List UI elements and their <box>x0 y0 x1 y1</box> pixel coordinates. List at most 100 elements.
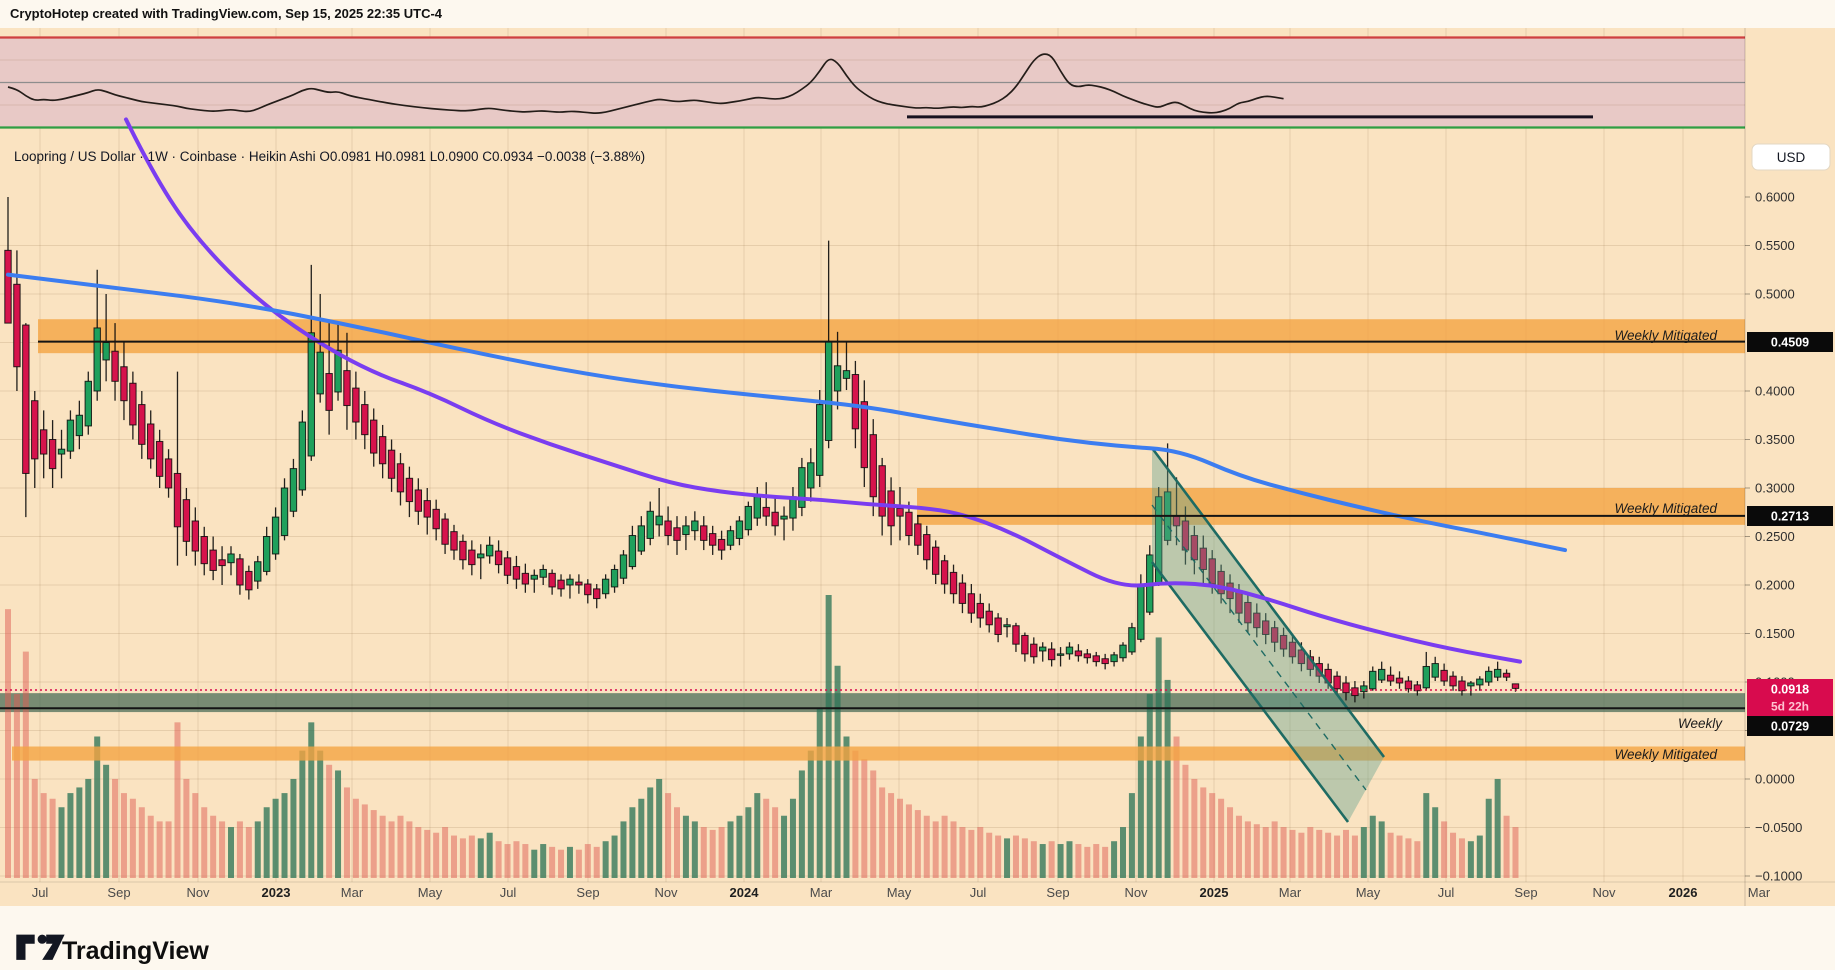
price-axis-label: 0.2500 <box>1755 529 1795 544</box>
candle-body <box>878 465 886 517</box>
volume-bar <box>433 832 440 878</box>
candle-body <box>414 489 423 512</box>
volume-bar <box>879 787 886 878</box>
candle-body <box>1458 680 1466 692</box>
volume-bar <box>317 750 324 878</box>
volume-bar <box>647 787 654 878</box>
candle-body <box>673 527 681 541</box>
volume-bar <box>638 798 645 878</box>
currency-button[interactable]: USD <box>1751 143 1831 171</box>
candle-body <box>512 566 521 580</box>
candle-body <box>182 499 191 542</box>
zone-mitigated-low[interactable] <box>12 746 1745 761</box>
volume-bar <box>843 736 850 878</box>
volume-bar <box>1004 838 1011 878</box>
candle-body <box>1511 683 1520 689</box>
candle-body <box>262 536 271 572</box>
time-axis[interactable]: Jul Sep Nov 2023 Mar May Jul Sep Nov 2024 Mar May Ju… <box>32 885 1771 900</box>
candle-body <box>869 434 877 498</box>
volume-bar <box>682 815 689 878</box>
volume-bar <box>254 821 261 878</box>
symbol-legend[interactable]: Loopring / US Dollar · 1W · Coinbase · H… <box>14 149 645 164</box>
candle-body <box>1119 644 1127 659</box>
zone-supply-high[interactable] <box>38 319 1745 354</box>
volume-bar <box>1414 841 1421 878</box>
tradingview-logo[interactable]: TradingView <box>16 934 209 965</box>
svg-text:0.4509: 0.4509 <box>1771 336 1809 350</box>
candle-body <box>735 520 744 539</box>
volume-bar <box>442 827 449 878</box>
candle-body <box>816 404 824 476</box>
volume-bar <box>31 778 38 878</box>
channel-upper-line[interactable] <box>1150 447 1386 758</box>
volume-bar <box>584 844 591 878</box>
volume-bar <box>219 821 226 878</box>
candle-body <box>1440 669 1448 682</box>
candle-body <box>664 520 672 537</box>
candle-body <box>807 462 815 489</box>
volume-bar <box>299 750 306 878</box>
volume-bar <box>1423 793 1430 878</box>
volume-histogram <box>5 595 1745 878</box>
volume-bar <box>540 844 547 878</box>
candle-body <box>1065 646 1074 655</box>
zone-supply-mid[interactable] <box>917 488 1745 525</box>
candle-body <box>708 533 717 546</box>
candle-body <box>1386 674 1395 682</box>
time-axis-month-label: May <box>418 885 443 900</box>
volume-bar <box>1387 832 1394 878</box>
volume-bar <box>272 798 279 878</box>
volume-bar <box>1512 827 1519 878</box>
price-axis[interactable] <box>1745 28 1835 906</box>
candle-body <box>405 477 414 503</box>
horizontal-level-lines[interactable] <box>0 340 1745 710</box>
svg-text:0.0918: 0.0918 <box>1771 683 1809 697</box>
volume-bar <box>1093 844 1100 878</box>
volume-bar <box>1128 793 1135 878</box>
channel-fill[interactable] <box>1152 448 1384 822</box>
descending-channel-drawing[interactable] <box>1150 447 1386 823</box>
volume-bar <box>370 810 377 878</box>
candle-body <box>798 467 806 508</box>
candle-body <box>441 518 449 545</box>
volume-bar <box>968 829 975 878</box>
volume-bar <box>352 798 359 878</box>
candle-body <box>753 496 761 519</box>
candle-body <box>271 516 280 555</box>
time-axis-month-label: Sep <box>107 885 130 900</box>
candle-body <box>851 374 860 430</box>
volume-bar <box>1218 798 1225 878</box>
volume-bar <box>834 665 841 878</box>
volume-bar <box>1164 679 1171 878</box>
candle-body <box>896 507 904 517</box>
candle-body <box>1279 634 1288 650</box>
time-axis-year-label: 2026 <box>1669 885 1698 900</box>
volume-bar <box>5 609 11 878</box>
volume-bar <box>1235 815 1242 878</box>
time-axis-month-label: Nov <box>186 885 210 900</box>
volume-bar <box>531 849 538 878</box>
volume-bar <box>1334 835 1341 878</box>
candle-body <box>1377 668 1386 681</box>
volume-bar <box>1173 736 1180 878</box>
time-axis-year-label: 2025 <box>1200 885 1229 900</box>
channel-lower-line[interactable] <box>1150 561 1350 823</box>
candle-body <box>700 525 708 541</box>
candle-body <box>1110 654 1118 663</box>
volume-bar <box>1494 778 1501 878</box>
candle-body <box>191 520 200 552</box>
volume-bar <box>1253 824 1260 878</box>
volume-bar <box>888 793 895 878</box>
price-axis-label: 0.6000 <box>1755 190 1795 205</box>
candle-body <box>762 506 770 517</box>
zone-label-supply-high: Weekly Mitigated <box>1614 328 1717 343</box>
candle-body <box>1199 547 1207 570</box>
volume-bar <box>1227 807 1234 878</box>
candle-body <box>539 568 547 578</box>
volume-bar <box>1030 841 1037 878</box>
volume-bar <box>1369 815 1376 878</box>
candle-body <box>1190 535 1199 561</box>
volume-bar <box>174 722 181 878</box>
volume-bar <box>1057 844 1064 878</box>
volume-bar <box>1343 829 1349 878</box>
